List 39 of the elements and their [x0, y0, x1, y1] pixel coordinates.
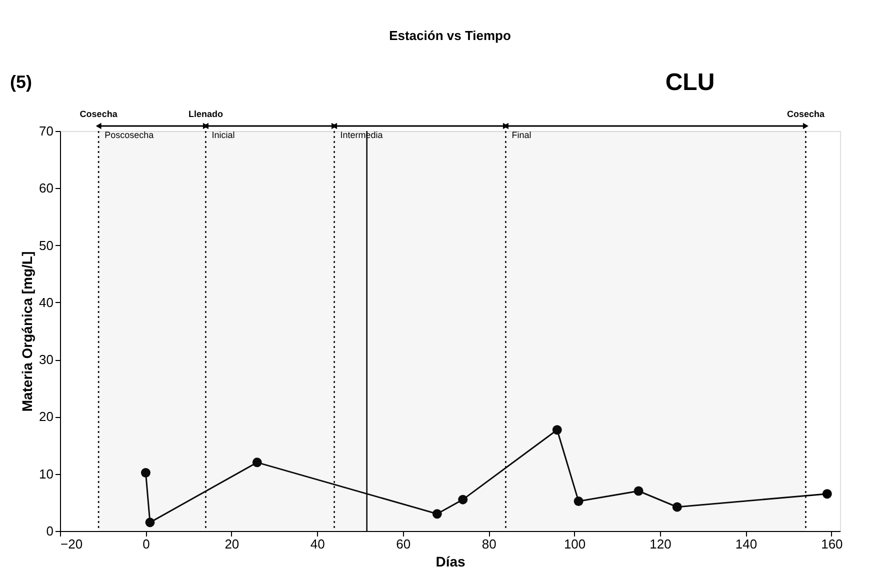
- x-tick-label: 100: [564, 536, 586, 552]
- point: [634, 486, 644, 496]
- x-tick-label: 120: [650, 536, 672, 552]
- x-tick-label: 80: [482, 536, 496, 552]
- y-tick-label: 40: [39, 294, 54, 310]
- chart-title: Estación vs Tiempo: [389, 28, 511, 43]
- point: [145, 518, 155, 528]
- x-axis-title: Días: [436, 554, 466, 570]
- ref-line-label: Cosecha: [786, 109, 826, 119]
- point: [552, 425, 562, 435]
- point: [140, 468, 150, 478]
- band-label: Poscosecha: [104, 130, 154, 140]
- point: [672, 502, 682, 512]
- point: [252, 458, 262, 468]
- text: (5): [10, 72, 32, 92]
- point: [432, 509, 442, 519]
- band-label: Inicial: [212, 130, 235, 140]
- y-axis-title: Materia Orgánica [mg/L]: [19, 251, 36, 412]
- point: [458, 494, 468, 504]
- ref-line-label: Llenado: [188, 109, 224, 119]
- point: [822, 489, 832, 499]
- x-tick-label: 40: [310, 536, 325, 552]
- x-tick-label: 0: [142, 536, 150, 552]
- y-tick-label: 20: [39, 409, 54, 424]
- x-tick-label: 160: [821, 536, 843, 552]
- y-tick-label: 30: [39, 352, 54, 368]
- ref-line-label: Cosecha: [80, 109, 118, 119]
- x-tick-label: 140: [735, 536, 758, 552]
- x-tick-label: 60: [396, 536, 411, 552]
- band-label: Final: [512, 130, 532, 140]
- x-tick-label: −20: [60, 536, 83, 552]
- y-tick-label: 60: [39, 180, 54, 196]
- y-tick-label: 10: [39, 466, 54, 482]
- text: CLU: [665, 69, 715, 96]
- y-tick-label: 0: [46, 524, 54, 538]
- x-tick-label: 20: [224, 536, 240, 552]
- y-tick-label: 70: [39, 124, 54, 138]
- y-tick-label: 50: [39, 238, 54, 253]
- point: [574, 496, 584, 506]
